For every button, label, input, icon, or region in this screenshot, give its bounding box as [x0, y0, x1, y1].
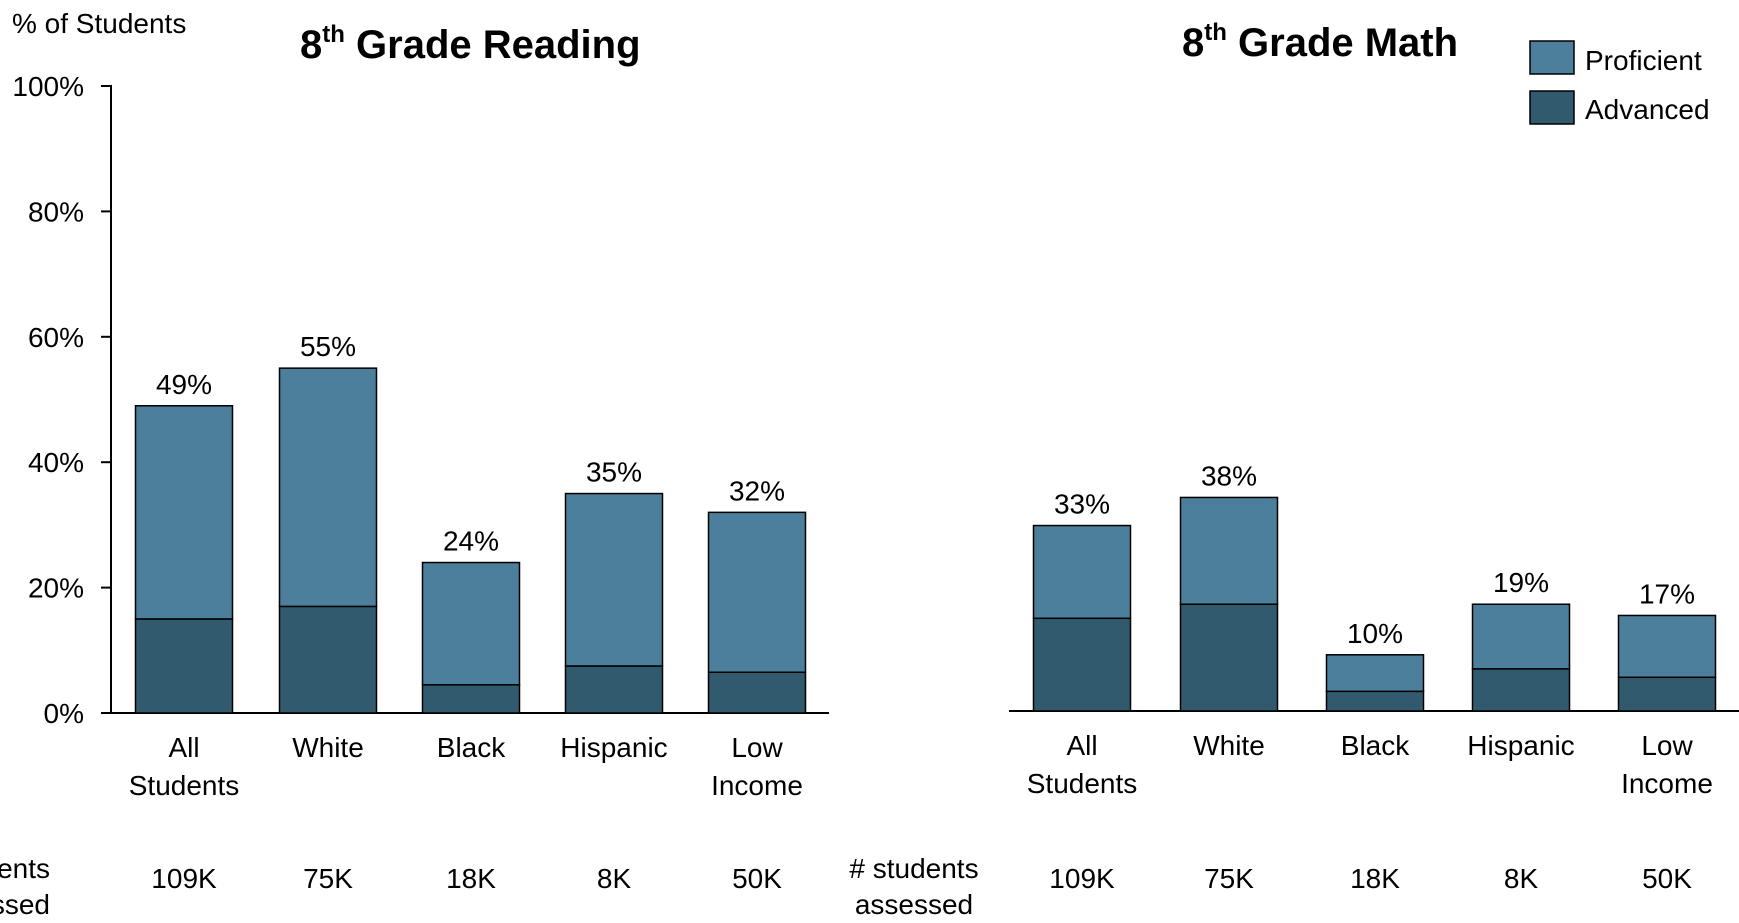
math-count-value: 18K: [1350, 863, 1400, 894]
math-category-label: Hispanic: [1467, 730, 1574, 761]
math-bar-proficient: [1032, 524, 1132, 620]
math-category-label: White: [1193, 730, 1265, 761]
reading-y-tick-label: 60%: [28, 322, 84, 353]
reading-y-tick-label: 40%: [28, 447, 84, 478]
math-data-label: 38%: [1201, 460, 1257, 491]
math-count-value: 8K: [1504, 863, 1539, 894]
reading-category-label: White: [292, 732, 364, 763]
math-bar-proficient: [1617, 614, 1717, 679]
reading-category-label: All Students: [129, 732, 240, 801]
reading-count-value: 75K: [303, 863, 353, 894]
math-count-row-label: # students assessed: [849, 853, 978, 920]
math-category-label: All Students: [1027, 730, 1138, 799]
reading-bar-advanced: [134, 618, 234, 714]
math-bar-advanced: [1471, 668, 1571, 712]
reading-count-value: 18K: [446, 863, 496, 894]
reading-bar-proficient: [134, 405, 234, 620]
math-category-label: Low Income: [1621, 730, 1713, 799]
math-category-label: Black: [1341, 730, 1410, 761]
math-title: 8th Grade Math: [1182, 19, 1458, 65]
reading-data-label: 32%: [729, 475, 785, 506]
math-title-sup: th: [1204, 19, 1227, 46]
reading-bar-proficient: [707, 511, 807, 673]
reading-count-value: 50K: [732, 863, 782, 894]
reading-title-rest: Grade Reading: [345, 23, 641, 67]
legend-label-proficient: Proficient: [1585, 45, 1702, 76]
reading-title-sup: th: [322, 21, 345, 48]
math-bar-advanced: [1617, 676, 1717, 712]
reading-y-tick-label: 0%: [44, 698, 84, 729]
reading-bar-proficient: [421, 561, 521, 686]
legend-swatch-proficient: [1529, 40, 1575, 75]
reading-data-label: 35%: [586, 457, 642, 488]
reading-bar-proficient: [564, 492, 664, 667]
reading-category-label: Low Income: [711, 732, 803, 801]
reading-category-label: Black: [437, 732, 506, 763]
reading-y-tick-label: 100%: [12, 71, 84, 102]
math-bar-advanced: [1325, 690, 1425, 712]
reading-bar-advanced: [278, 605, 378, 714]
reading-y-tick-label: 20%: [28, 573, 84, 604]
math-bar-proficient: [1325, 654, 1425, 693]
math-title-main: 8: [1182, 21, 1204, 65]
reading-category-label: Hispanic: [560, 732, 667, 763]
math-count-value: 109K: [1049, 863, 1115, 894]
legend-swatch-advanced: [1529, 90, 1575, 125]
reading-bar-proficient: [278, 367, 378, 608]
math-data-label: 33%: [1054, 489, 1110, 520]
reading-count-value: 109K: [151, 863, 217, 894]
math-bar-advanced: [1179, 603, 1279, 712]
legend: Proficient Advanced: [1529, 40, 1710, 125]
math-bar-advanced: [1032, 617, 1132, 712]
math-data-label: 10%: [1347, 618, 1403, 649]
math-bar-proficient: [1471, 603, 1571, 670]
reading-chart: % of Students 8th Grade Reading 0% 20% 40%…: [0, 8, 829, 920]
math-count-value: 50K: [1642, 863, 1692, 894]
math-data-label: 17%: [1639, 578, 1695, 609]
reading-y-tick-label: 80%: [28, 196, 84, 227]
legend-label-advanced: Advanced: [1585, 94, 1710, 125]
reading-bar-advanced: [707, 671, 807, 714]
reading-data-label: 24%: [443, 526, 499, 557]
math-chart: 8th Grade Math 33% 38% 10% 19% 17% All Studen…: [849, 19, 1739, 920]
math-title-rest: Grade Math: [1227, 21, 1458, 65]
math-data-label: 19%: [1493, 567, 1549, 598]
reading-data-label: 55%: [300, 331, 356, 362]
reading-title-main: 8: [300, 23, 322, 67]
reading-count-value: 8K: [597, 863, 632, 894]
reading-data-label: 49%: [156, 369, 212, 400]
math-count-value: 75K: [1204, 863, 1254, 894]
math-bar-proficient: [1179, 496, 1279, 605]
reading-bar-advanced: [421, 684, 521, 714]
reading-title: 8th Grade Reading: [300, 21, 641, 67]
reading-bar-advanced: [564, 665, 664, 714]
reading-ylabel: % of Students: [12, 8, 186, 39]
